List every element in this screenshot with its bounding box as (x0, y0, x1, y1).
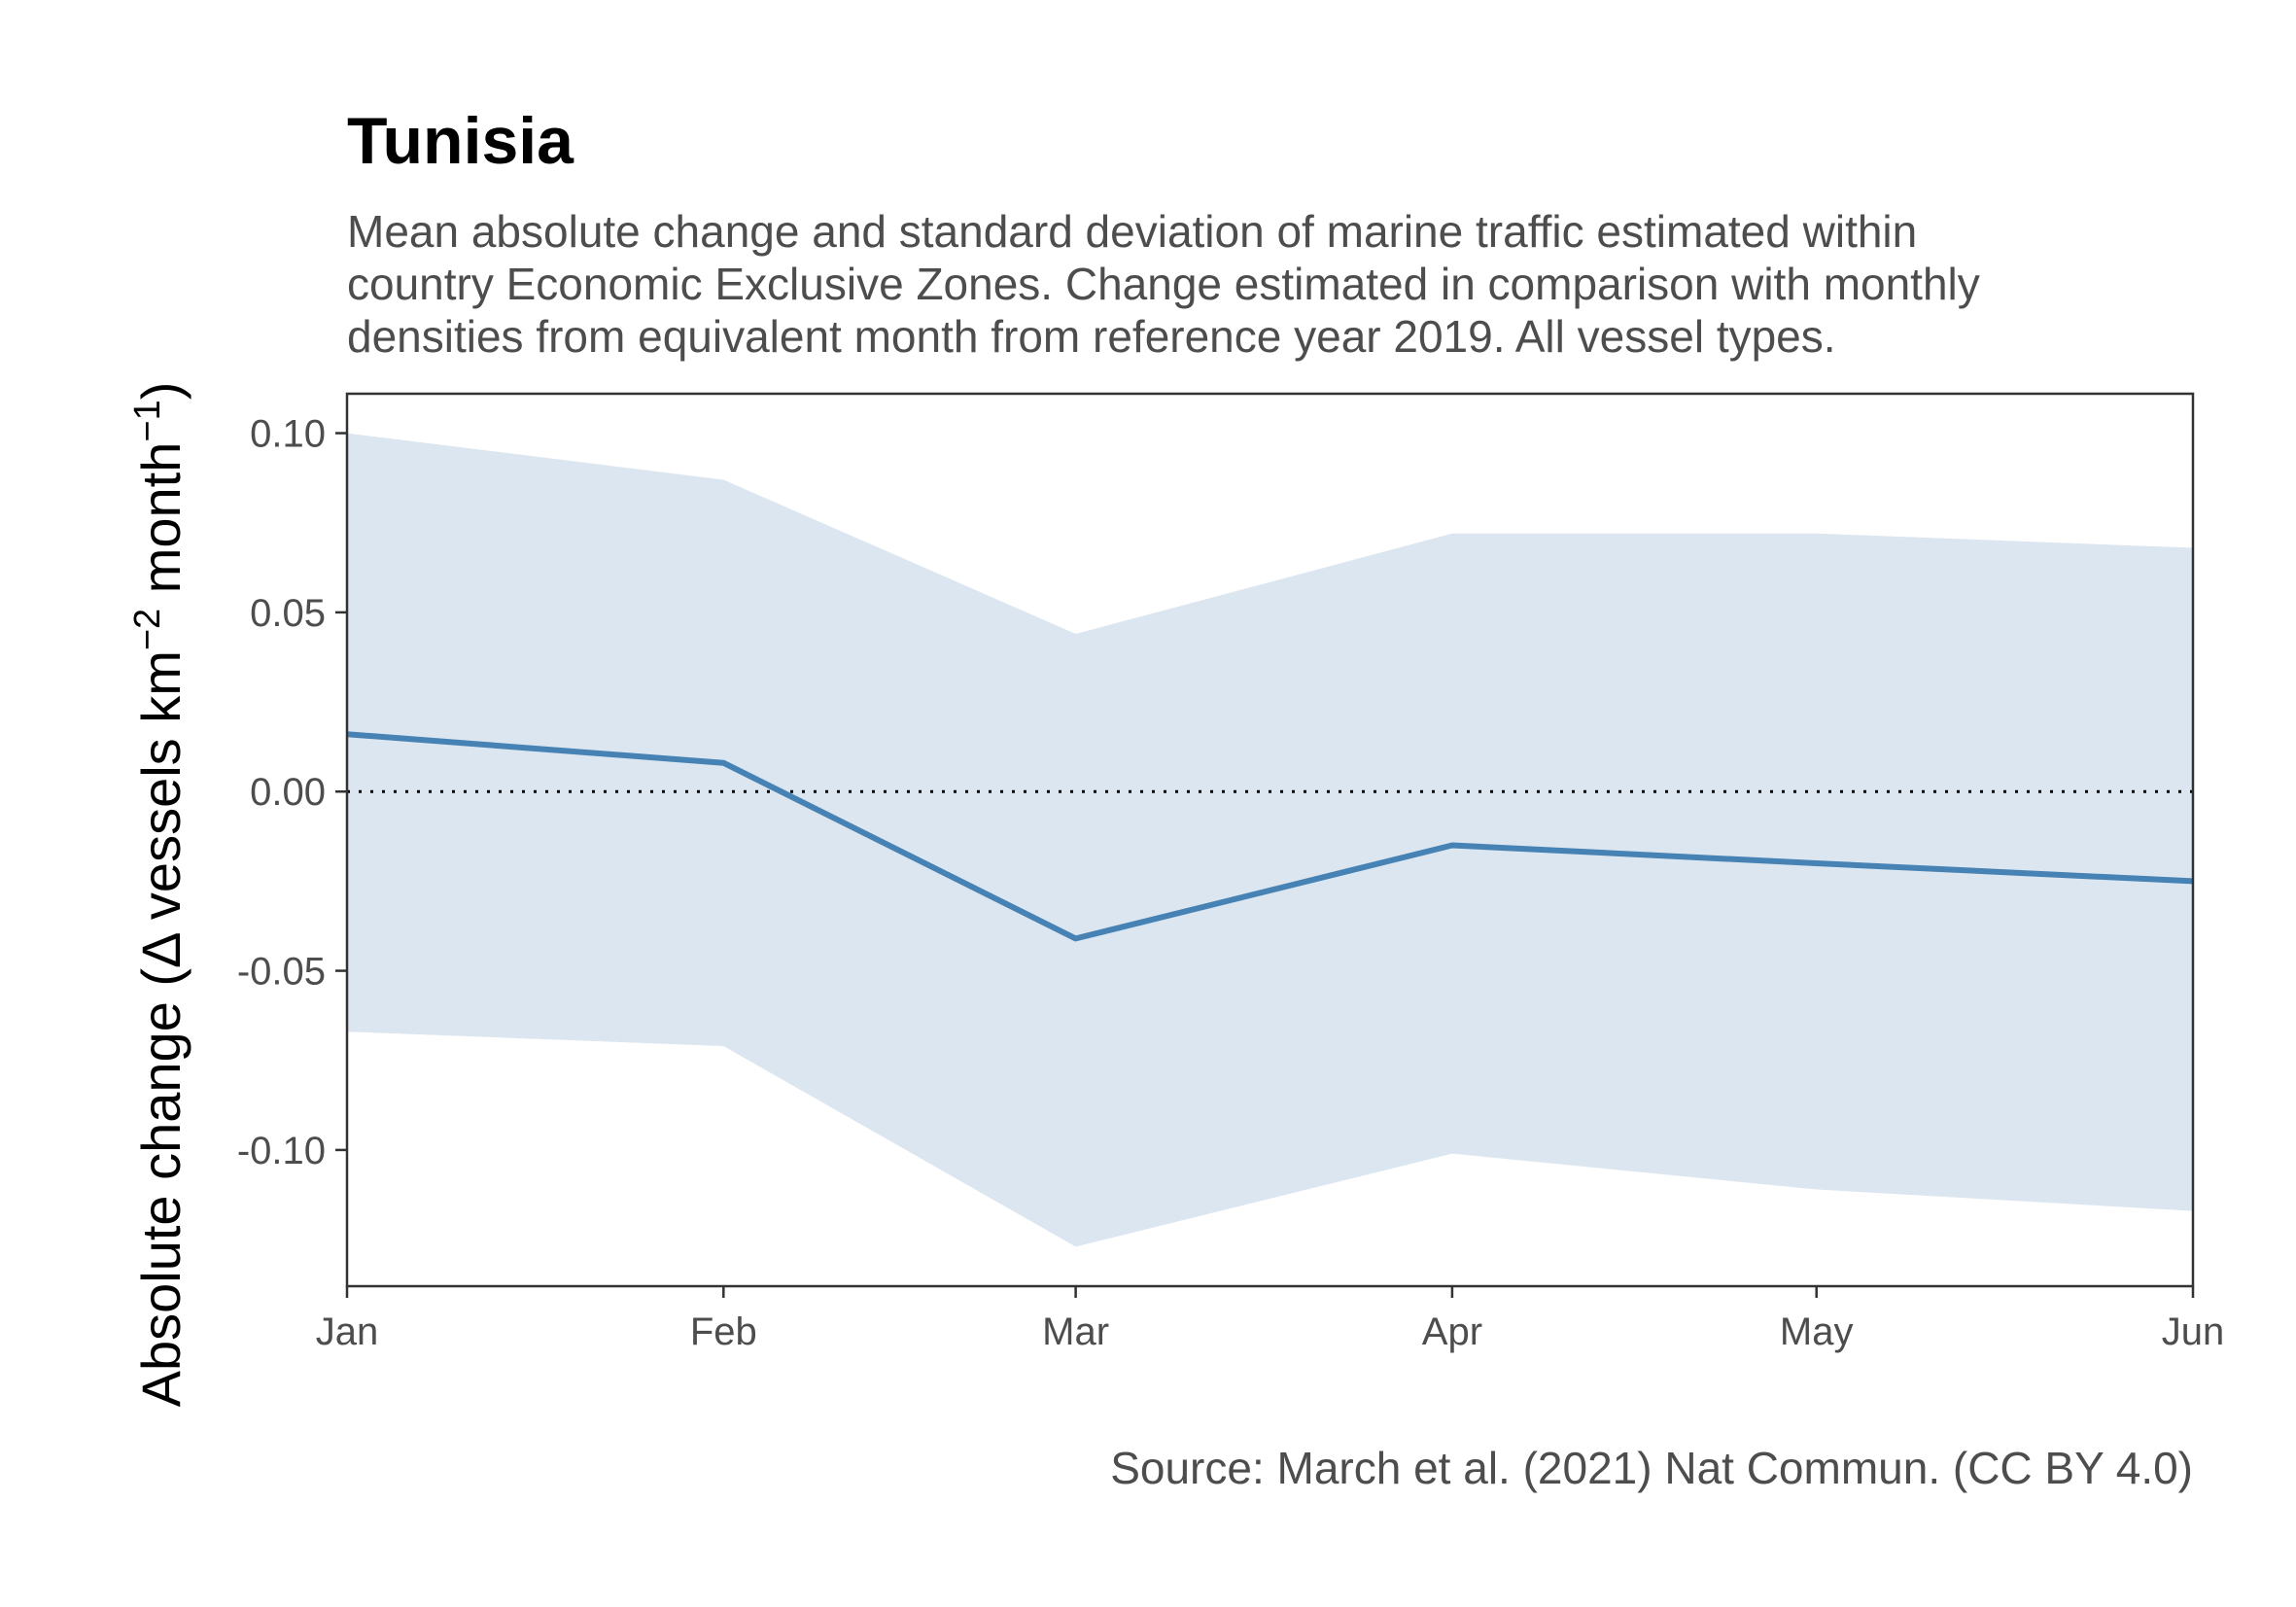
x-tick-label: Mar (1042, 1310, 1109, 1353)
y-tick-label: 0.10 (250, 413, 326, 456)
y-axis-label-suffix: ) (130, 382, 191, 401)
standard-deviation-band (347, 433, 2193, 1247)
x-tick-label: Feb (690, 1310, 757, 1353)
chart-title: Tunisia (347, 104, 574, 178)
y-tick-label: -0.05 (237, 951, 326, 994)
y-axis-label-delta: Δ (130, 933, 191, 968)
y-axis-label-vessels: vessels km (130, 650, 191, 935)
x-tick-label: Apr (1422, 1310, 1482, 1353)
y-axis-label-prefix: Absolute change ( (130, 968, 191, 1408)
y-axis-label: Absolute change (Δ vessels km−2 month−1) (127, 382, 191, 1408)
x-tick-label: May (1780, 1310, 1854, 1353)
x-axis: Jan Feb Mar Apr May Jun (316, 1286, 2225, 1353)
x-tick-label: Jan (316, 1310, 379, 1353)
y-axis-label-group: Absolute change (Δ vessels km−2 month−1) (127, 382, 191, 1408)
y-tick-label: -0.10 (237, 1130, 326, 1172)
chart-caption: Source: March et al. (2021) Nat Commun. … (1110, 1443, 2193, 1493)
panel-border (345, 392, 2195, 1288)
y-tick-label: 0.05 (250, 592, 326, 635)
y-tick-label: 0.00 (250, 771, 326, 814)
chart-subtitle-line-2: country Economic Exclusive Zones. Change… (347, 259, 1980, 309)
chart-subtitle-line-3: densities from equivalent month from ref… (347, 311, 1836, 362)
y-axis-label-exponent-2: −1 (127, 400, 168, 441)
y-axis: 0.10 0.05 0.00 -0.05 -0.10 (237, 413, 347, 1172)
chart-subtitle-line-1: Mean absolute change and standard deviat… (347, 206, 1917, 257)
y-axis-label-month: month (130, 442, 191, 609)
y-axis-label-exponent-1: −2 (127, 609, 168, 650)
x-tick-label: Jun (2162, 1310, 2225, 1353)
mean-change-line (346, 731, 2194, 942)
plot-area (345, 392, 2195, 1288)
